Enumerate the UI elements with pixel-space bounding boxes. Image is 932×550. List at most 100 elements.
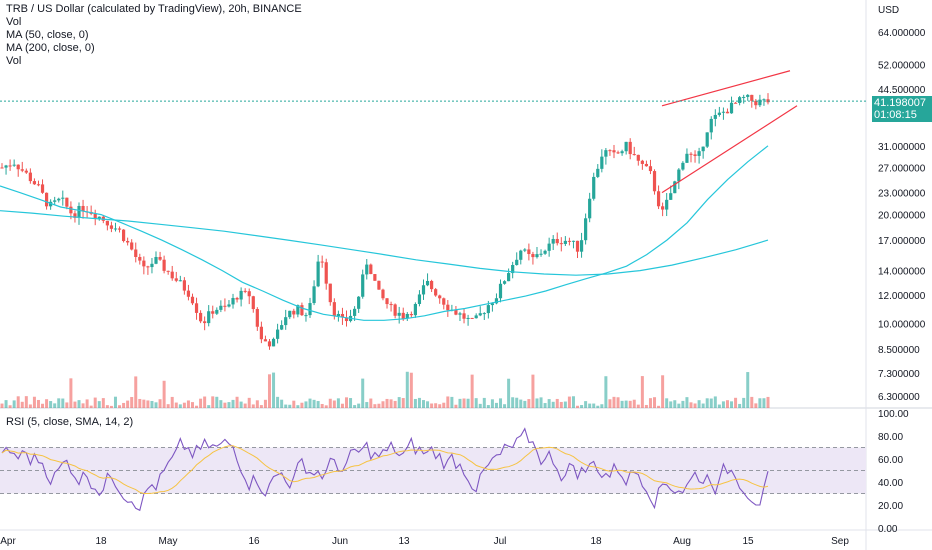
volume-bar: [417, 397, 421, 408]
candle-body: [628, 141, 632, 155]
rsi-line: [1, 427, 769, 512]
candle-body: [271, 338, 276, 347]
volume-bar: [482, 397, 486, 408]
rsi-tick-label: 40.00: [878, 478, 903, 489]
candle-body: [543, 250, 547, 254]
candle-body: [65, 197, 69, 207]
volume-bar: [640, 376, 644, 408]
volume-bar: [227, 402, 231, 408]
volume-bar: [247, 397, 251, 408]
volume-bar: [280, 399, 284, 408]
volume-bar: [259, 405, 263, 408]
candle-body: [36, 184, 41, 186]
volume-bar: [190, 402, 194, 408]
volume-bar: [401, 398, 405, 408]
rsi-tick-label: 0.00: [878, 524, 898, 535]
volume-bar: [316, 401, 320, 408]
volume-bar: [4, 400, 8, 408]
volume-bar: [130, 397, 134, 408]
candle-body: [389, 304, 393, 306]
candle-body: [762, 99, 766, 101]
candle-body: [725, 111, 730, 114]
candle-body: [369, 264, 373, 275]
volume-bar: [93, 397, 97, 408]
volume-bar: [430, 403, 434, 408]
candle-body: [559, 243, 563, 245]
legend-title: TRB / US Dollar (calculated by TradingVi…: [6, 3, 302, 15]
volume-bar: [600, 404, 604, 408]
candle-body: [656, 191, 661, 207]
volume-bar: [681, 400, 685, 408]
candle-body: [12, 164, 16, 166]
volume-bar: [178, 404, 182, 408]
candle-body: [162, 259, 166, 271]
volume-bar: [118, 405, 122, 408]
volume-bar: [308, 398, 312, 408]
candle-body: [308, 303, 312, 316]
volume-bar: [766, 396, 770, 408]
x-tick-label: 16: [248, 536, 260, 547]
candle-body: [211, 311, 215, 314]
volume-bar: [357, 403, 361, 408]
volume-bar: [657, 405, 661, 408]
candle-body: [316, 261, 320, 287]
volume-bar: [758, 398, 762, 408]
volume-bar: [49, 401, 53, 408]
y-tick-label: 64.000000: [878, 28, 926, 39]
volume-bar: [673, 400, 677, 408]
volume-bar: [166, 404, 170, 408]
volume-bar: [458, 398, 462, 408]
candle-body: [746, 94, 750, 97]
volume-bar: [713, 396, 717, 408]
volume-bar: [97, 401, 101, 408]
candle-body: [73, 213, 77, 218]
candle-body: [604, 150, 608, 157]
candle-body: [340, 313, 345, 318]
candle-body: [353, 308, 357, 316]
volume-bar: [661, 375, 665, 408]
volume-bar: [507, 378, 511, 408]
volume-bar: [239, 401, 243, 408]
volume-bar: [422, 400, 426, 408]
candle-body: [109, 225, 114, 229]
candle-body: [665, 199, 669, 210]
candle-body: [357, 296, 361, 309]
candle-body: [612, 150, 616, 153]
volume-bar: [730, 401, 734, 408]
candle-body: [600, 156, 604, 169]
volume-bar: [373, 404, 377, 408]
volume-bar: [632, 399, 636, 408]
candle-body: [673, 181, 677, 194]
volume-bar: [470, 374, 474, 408]
volume-bar: [211, 396, 215, 408]
volume-bar: [146, 400, 150, 408]
volume-bar: [701, 403, 705, 408]
y-tick-label: 17.000000: [878, 236, 926, 247]
candle-body: [648, 166, 653, 172]
candle-body: [721, 111, 726, 113]
x-tick-label: Jun: [332, 536, 348, 547]
candle-body: [40, 184, 45, 193]
x-tick-label: 15: [742, 536, 754, 547]
volume-bar: [644, 404, 648, 408]
volume-bar: [223, 402, 227, 408]
volume-bar: [754, 403, 758, 408]
volume-bar: [705, 398, 709, 408]
candle-body: [430, 280, 434, 290]
volume-bar: [559, 401, 563, 408]
volume-bar: [531, 374, 535, 408]
candle-body: [288, 310, 292, 318]
volume-bar: [734, 397, 738, 408]
volume-bar: [434, 403, 438, 408]
candle-body: [438, 295, 442, 299]
volume-bar: [251, 404, 255, 408]
candle-body: [458, 313, 462, 315]
volume-bar: [284, 404, 288, 408]
candle-body: [365, 264, 369, 275]
candle-body: [227, 304, 231, 307]
candle-body: [219, 305, 223, 310]
candle-body: [203, 321, 207, 324]
volume-bar: [523, 400, 527, 408]
volume-bar: [721, 401, 725, 408]
